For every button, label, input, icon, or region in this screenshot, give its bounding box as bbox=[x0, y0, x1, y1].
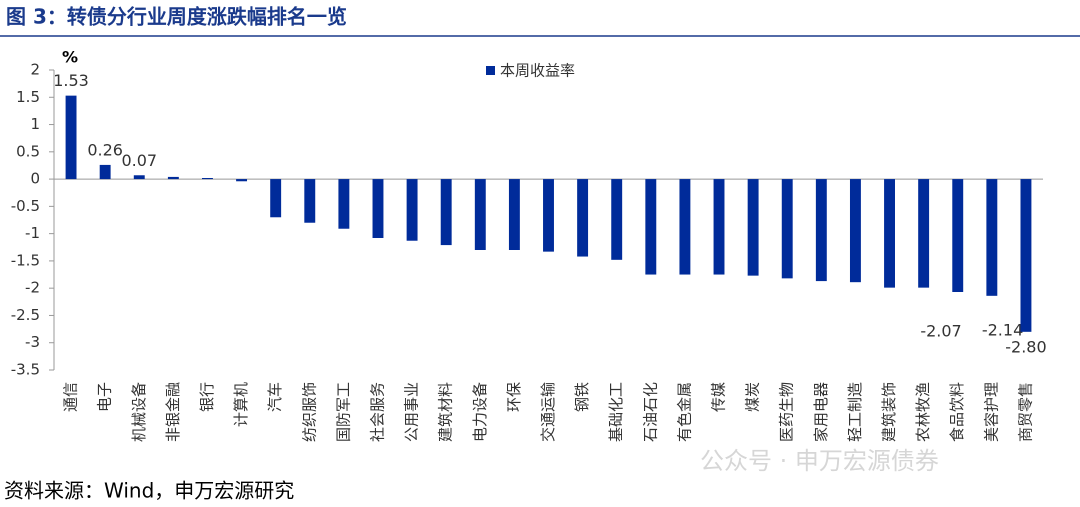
x-tick-label: 轻工制造 bbox=[846, 382, 864, 442]
bar bbox=[133, 175, 145, 180]
bar bbox=[713, 179, 725, 275]
y-tick-label: -2.5 bbox=[11, 306, 40, 324]
y-tick-label: -3.5 bbox=[11, 361, 40, 379]
bar bbox=[918, 179, 930, 288]
x-tick-label: 公用事业 bbox=[403, 382, 421, 442]
bar bbox=[65, 95, 77, 180]
value-label: 1.53 bbox=[53, 71, 89, 90]
legend-label: 本周收益率 bbox=[500, 62, 575, 80]
x-tick-label: 石油石化 bbox=[641, 382, 659, 442]
bar bbox=[645, 179, 657, 275]
x-tick-label: 煤炭 bbox=[744, 382, 762, 412]
x-tick-label: 医药生物 bbox=[778, 382, 796, 442]
bar bbox=[884, 179, 895, 288]
bar bbox=[508, 179, 520, 250]
x-tick-label: 非银金融 bbox=[164, 382, 182, 442]
bar bbox=[1020, 179, 1032, 332]
x-tick-label: 机械设备 bbox=[130, 382, 148, 442]
bar bbox=[781, 179, 793, 279]
bar bbox=[611, 179, 623, 260]
source-note: 资料来源：Wind，申万宏源研究 bbox=[4, 479, 294, 503]
x-tick-label: 电力设备 bbox=[471, 382, 489, 442]
bar bbox=[406, 179, 418, 241]
x-tick-label: 建筑材料 bbox=[437, 382, 455, 442]
x-tick-label: 汽车 bbox=[266, 382, 284, 412]
x-tick-label: 银行 bbox=[198, 382, 216, 412]
value-label: -2.07 bbox=[920, 322, 961, 341]
y-tick-label: -1 bbox=[25, 224, 40, 242]
x-tick-label: 农林牧渔 bbox=[914, 382, 932, 442]
x-tick-label: 商贸零售 bbox=[1016, 382, 1034, 442]
x-tick-label: 基础化工 bbox=[607, 382, 625, 442]
x-tick-label: 社会服务 bbox=[368, 382, 386, 442]
bar bbox=[815, 179, 827, 282]
bar bbox=[99, 164, 111, 180]
x-tick-label: 有色金属 bbox=[675, 382, 693, 442]
x-tick-label: 钢铁 bbox=[573, 382, 591, 412]
x-tick-label: 电子 bbox=[96, 382, 114, 412]
x-tick-label: 交通运输 bbox=[539, 382, 557, 442]
value-label: 0.07 bbox=[121, 151, 157, 170]
bar bbox=[952, 179, 964, 292]
y-tick-label: -0.5 bbox=[11, 197, 40, 215]
x-tick-label: 美容护理 bbox=[982, 382, 1000, 442]
y-tick-label: 2 bbox=[30, 61, 40, 79]
x-tick-label: 纺织服饰 bbox=[300, 382, 318, 442]
watermark: 公众号 · 申万宏源债券 bbox=[700, 447, 939, 475]
y-tick-label: 0 bbox=[30, 170, 40, 188]
y-tick-label: 1 bbox=[30, 115, 40, 133]
bar bbox=[474, 179, 486, 250]
value-label: 0.26 bbox=[87, 140, 123, 159]
chart-title: 图 3：转债分行业周度涨跌幅排名一览 bbox=[6, 5, 347, 29]
x-tick-label: 建筑装饰 bbox=[880, 382, 898, 442]
y-tick-label: -3 bbox=[25, 333, 40, 351]
bar bbox=[270, 179, 282, 218]
value-label: -2.80 bbox=[1005, 337, 1046, 356]
bar bbox=[338, 179, 350, 229]
bar bbox=[304, 179, 316, 223]
value-label: -2.14 bbox=[982, 320, 1023, 339]
x-tick-label: 国防军工 bbox=[334, 382, 352, 442]
x-tick-label: 传媒 bbox=[710, 382, 728, 412]
bar bbox=[167, 176, 179, 180]
y-tick-label: 0.5 bbox=[16, 142, 40, 160]
y-axis-label: % bbox=[62, 48, 78, 67]
bar bbox=[849, 179, 861, 283]
bar bbox=[986, 179, 998, 296]
bar bbox=[372, 179, 384, 238]
bar bbox=[747, 179, 759, 276]
y-tick-label: -1.5 bbox=[11, 251, 40, 269]
bar bbox=[679, 179, 691, 275]
legend-swatch bbox=[486, 66, 495, 75]
bar bbox=[236, 179, 248, 182]
x-tick-label: 食品饮料 bbox=[948, 382, 966, 442]
y-tick-label: -2 bbox=[25, 279, 40, 297]
x-tick-label: 计算机 bbox=[232, 382, 250, 427]
x-tick-label: 通信 bbox=[62, 382, 80, 412]
x-tick-label: 家用电器 bbox=[812, 382, 830, 442]
bar bbox=[577, 179, 589, 257]
x-tick-label: 环保 bbox=[505, 382, 523, 412]
bar bbox=[440, 179, 452, 246]
bar bbox=[543, 179, 554, 252]
bar bbox=[202, 178, 213, 180]
y-tick-label: 1.5 bbox=[16, 88, 40, 106]
